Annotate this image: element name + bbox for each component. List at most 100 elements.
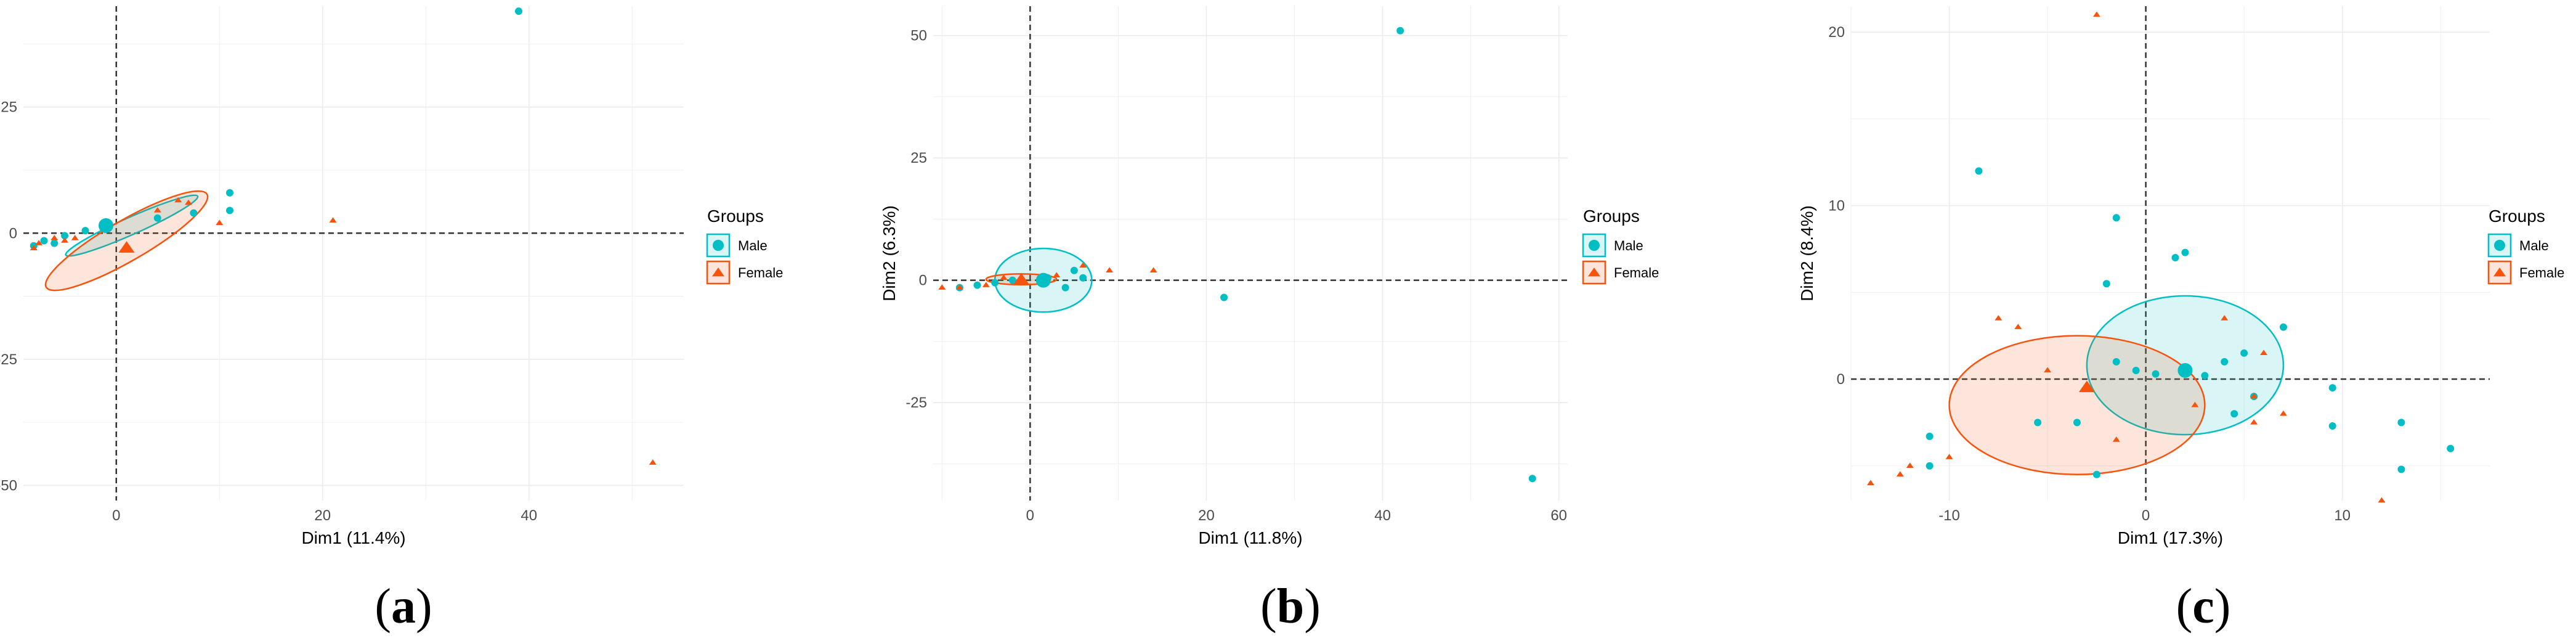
data-point <box>2279 410 2287 416</box>
legend-title: Groups <box>707 207 764 226</box>
legend-marker <box>712 268 724 277</box>
data-point <box>1149 267 1157 273</box>
legend-label-male: Male <box>738 238 768 253</box>
y-tick-label: 25 <box>1 99 17 116</box>
legend-label-male: Male <box>2519 238 2549 253</box>
data-point <box>1926 432 1934 440</box>
caption-letter: a <box>391 579 416 634</box>
data-point <box>1975 167 1983 175</box>
data-point <box>2112 436 2120 442</box>
data-point <box>1906 462 1914 468</box>
centroid-point <box>1013 272 1030 285</box>
legend-marker <box>2494 240 2505 251</box>
y-tick-label: 50 <box>910 28 927 44</box>
data-point <box>81 227 89 235</box>
y-tick-label: -50 <box>0 477 17 494</box>
y-tick-label: 0 <box>919 272 927 289</box>
legend-label-female: Female <box>2519 265 2564 280</box>
data-point <box>1926 462 1934 470</box>
x-tick-label: 10 <box>2334 507 2351 524</box>
caption-letter: b <box>1277 579 1305 634</box>
y-tick-label: 0 <box>1837 371 1845 388</box>
data-point <box>1896 471 1904 477</box>
data-point <box>2092 11 2100 17</box>
y-tick-label: -25 <box>905 395 927 411</box>
centroid-point <box>118 241 135 253</box>
legend-key-female <box>2487 260 2512 285</box>
chart-panel-b: 0 20 40 60 -25 0 25 50 Dim1 (11.8%) Dim2 (6.3%) Gr… <box>880 6 1659 634</box>
data-point <box>35 240 43 245</box>
y-axis-title: Dim2 (6.3%) <box>880 205 899 301</box>
data-point <box>2092 470 2100 478</box>
data-point <box>216 219 224 226</box>
data-point <box>973 281 981 289</box>
legend: Groups Male Female <box>706 207 783 285</box>
legend: Groups Male Female <box>2487 207 2564 285</box>
data-point <box>61 232 68 240</box>
legend-label-female: Female <box>1614 265 1659 280</box>
caption-close: ) <box>416 579 432 634</box>
data-point <box>153 207 161 213</box>
data-point <box>2014 324 2022 329</box>
panel-caption: (a) <box>375 579 432 634</box>
legend-marker <box>2493 268 2506 277</box>
data-point <box>2102 280 2110 288</box>
data-point <box>2171 254 2179 262</box>
data-point <box>2230 410 2238 418</box>
data-point <box>30 245 38 251</box>
caption-close: ) <box>2214 579 2231 634</box>
data-point <box>329 217 337 223</box>
data-point <box>71 235 79 240</box>
centroid-point <box>2177 362 2193 378</box>
data-point <box>649 459 657 465</box>
x-tick-label: 0 <box>112 507 120 524</box>
data-point <box>40 237 48 245</box>
data-point <box>2112 358 2120 366</box>
data-point <box>2112 214 2120 222</box>
data-point <box>2181 248 2189 256</box>
legend: Groups Male Female <box>1582 207 1659 285</box>
data-point <box>1866 480 1874 486</box>
legend-label-female: Female <box>738 265 783 280</box>
data-point <box>1000 274 1008 280</box>
data-point <box>2201 372 2209 380</box>
data-point <box>2191 401 2199 407</box>
data-point <box>2240 349 2248 357</box>
data-point <box>1220 293 1228 301</box>
data-point <box>938 284 946 290</box>
legend-label-male: Male <box>1614 238 1643 253</box>
x-tick-label: 0 <box>1026 507 1034 524</box>
data-point <box>1106 267 1114 273</box>
legend-title: Groups <box>2489 207 2545 226</box>
data-point <box>174 197 182 203</box>
x-tick-label: 40 <box>520 507 537 524</box>
y-tick-label: -25 <box>0 351 17 368</box>
data-point <box>2260 350 2268 356</box>
x-axis-title: Dim1 (11.8%) <box>1198 528 1302 547</box>
data-point <box>1079 274 1087 282</box>
data-point <box>1995 315 2003 321</box>
data-point <box>1053 272 1061 277</box>
data-point <box>2221 315 2229 321</box>
centroid-point <box>99 218 113 233</box>
legend-marker <box>713 240 724 251</box>
caption-letter: c <box>2192 579 2214 634</box>
legend-marker <box>1589 240 1600 251</box>
x-tick-label: -10 <box>1938 507 1960 524</box>
data-point <box>515 7 522 15</box>
data-point <box>226 189 233 197</box>
y-tick-label: 25 <box>910 150 927 166</box>
legend-title: Groups <box>1583 207 1640 226</box>
y-tick-label: 20 <box>1828 24 1845 41</box>
data-point <box>1079 262 1087 268</box>
data-point <box>2447 444 2455 452</box>
data-point <box>190 209 198 217</box>
data-point <box>61 237 68 243</box>
data-point <box>2073 419 2081 427</box>
confidence-ellipse-female <box>44 190 209 292</box>
data-point <box>1396 27 1404 35</box>
caption-open: ( <box>2176 579 2193 634</box>
